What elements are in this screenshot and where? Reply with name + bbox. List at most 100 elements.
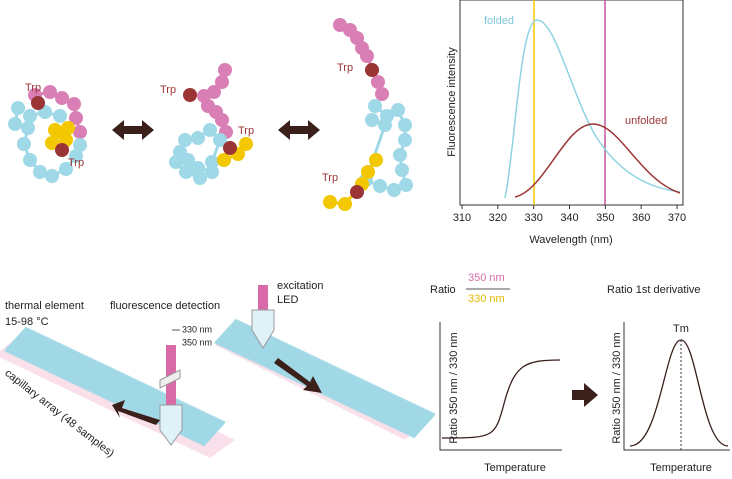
residue [61,121,75,135]
residue [181,153,195,167]
residue [361,165,375,179]
trp-residue [223,141,237,155]
residue [67,97,81,111]
trp-label: Trp [160,84,176,96]
residue [191,131,205,145]
residue [323,195,337,209]
x-label: Wavelength (nm) [529,234,612,246]
trp-label: Trp [322,172,338,184]
residue [369,153,383,167]
label: fluorescence detection [110,300,220,312]
x-tick-label: 320 [489,212,507,224]
residue [215,75,229,89]
curve-label: unfolded [625,115,667,127]
filter [159,369,181,389]
residue [360,49,374,63]
x-tick-label: 360 [632,212,650,224]
label: 330 nm [182,324,212,334]
residue [21,121,35,135]
residue [373,179,387,193]
residue [43,85,57,99]
equilibrium-arrow [278,120,320,140]
label: 330 nm [468,293,505,305]
residue [368,99,382,113]
residue [8,117,22,131]
curve-label: folded [484,15,514,27]
x-ticks: 310 320 330 340 350 360 370 [453,205,686,224]
residue [205,155,219,169]
label: 350 nm [468,272,505,284]
residue [398,133,412,147]
label: thermal element [5,300,84,312]
residue [371,75,385,89]
trp-residue [31,96,45,110]
trp-residue [350,185,364,199]
x-label: Temperature [650,462,712,474]
residue [375,87,389,101]
residue [23,153,37,167]
residue [215,113,229,127]
move-arrow [274,358,322,393]
residue [205,165,219,179]
trp-label: Trp [25,82,41,94]
residue [45,169,59,183]
capillary [24,326,226,425]
x-tick-label: 340 [560,212,578,224]
label: Tm [673,323,689,335]
label: Ratio [430,284,456,296]
x-tick-label: 310 [453,212,471,224]
trp-residue [365,63,379,77]
move-arrow [112,400,160,425]
sigmoid-curve [441,359,561,439]
derivative-curve [629,339,729,447]
residue [33,165,47,179]
residue [45,136,59,150]
equilibrium-arrow [112,120,154,140]
led-rod [258,285,268,310]
residue [399,178,413,192]
axes [439,322,562,451]
residue [217,153,231,167]
residue [55,91,69,105]
label: LED [277,294,298,306]
protein-states [8,18,413,211]
arrow [572,383,598,407]
residue [338,197,352,211]
residue [178,133,192,147]
detector-optic [159,404,183,446]
label: 350 nm [182,337,212,347]
trp-label: Trp [238,125,254,137]
residue [387,183,401,197]
folded-curve [504,19,681,199]
residue [398,118,412,132]
residue [203,123,217,137]
x-label: Temperature [484,462,546,474]
residue [69,149,83,163]
residue [365,113,379,127]
residue [393,148,407,162]
unfolded-curve [514,123,681,198]
trp-label: Trp [68,157,84,169]
residue [48,123,62,137]
residue [69,111,83,125]
label: 15-98 °C [5,316,49,328]
label: Ratio 1st derivative [607,284,701,296]
residue [179,165,193,179]
x-tick-label: 330 [524,212,542,224]
residue [169,155,183,169]
led-optic [251,309,275,349]
y-label: Ratio 350 nm / 330 nm [611,332,623,443]
x-tick-label: 350 [596,212,614,224]
residue [73,138,87,152]
y-label: Ratio 350 nm / 330 nm [448,332,460,443]
residue [53,109,67,123]
residue [193,171,207,185]
residue [213,133,227,147]
residue [239,137,253,151]
residue [395,163,409,177]
trp-residue [55,143,69,157]
x-tick-label: 370 [668,212,686,224]
residue [23,109,37,123]
residue [11,101,25,115]
